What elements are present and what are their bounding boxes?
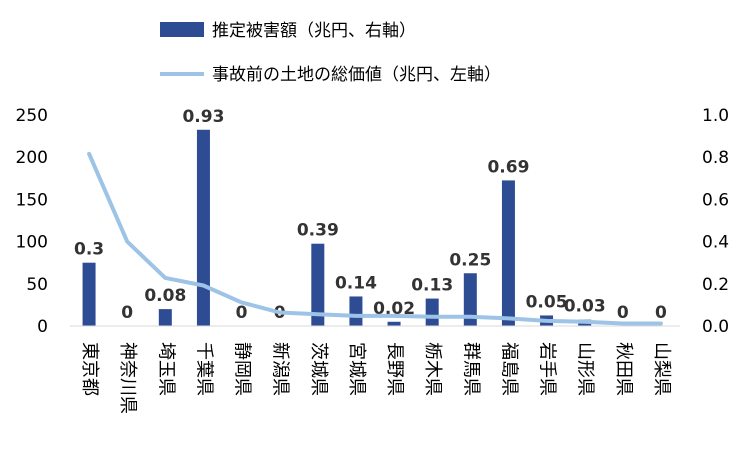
y-axis-right: 0.0 0.2 0.4 0.6 0.8 1.0 [702, 106, 729, 337]
bar-data-labels: 0.3 0 0.08 0.93 0 0 0.39 0.14 0.02 0.13 0.25 0.69 0.… [74, 107, 667, 323]
bar [425, 298, 439, 326]
line-series [87, 151, 663, 326]
bar-data-label: 0.03 [564, 297, 606, 317]
x-tick-label: 静岡県 [232, 342, 253, 396]
x-tick-label: 東京都 [79, 342, 100, 396]
y-right-tick-label: 0.2 [702, 275, 729, 295]
bar-data-label: 0 [617, 303, 629, 323]
bar-data-label: 0.05 [526, 292, 568, 312]
bar-data-label: 0 [236, 303, 248, 323]
legend-label-bar: 推定被害額（兆円、右軸） [212, 21, 416, 41]
bar-data-label: 0.14 [335, 273, 377, 293]
y-left-tick-label: 0 [37, 317, 48, 337]
line-path [87, 151, 663, 326]
bar [501, 180, 515, 326]
x-tick-label: 群馬県 [460, 342, 481, 396]
x-axis: 東京都 神奈川県 埼玉県 千葉県 静岡県 新潟県 茨城県 宮城県 長野県 栃木県 群馬県 福島県 岩手県… [79, 342, 672, 414]
y-axis-left: 0 50 100 150 200 250 [16, 106, 48, 337]
y-left-tick-label: 150 [16, 190, 48, 210]
bar-data-label: 0.08 [144, 286, 186, 306]
x-tick-label: 茨城県 [308, 342, 329, 396]
x-tick-label: 岩手県 [537, 342, 558, 396]
bar [82, 262, 96, 326]
bar-data-label: 0.69 [487, 157, 529, 177]
bar-data-label: 0.25 [449, 250, 491, 270]
bar [311, 243, 325, 326]
bar-data-label: 0.93 [182, 107, 224, 127]
y-right-tick-label: 0.8 [702, 148, 729, 168]
x-tick-label: 秋田県 [613, 342, 634, 396]
bar [158, 309, 172, 326]
bar-data-label: 0.02 [373, 299, 415, 319]
x-tick-label: 長野県 [384, 342, 405, 396]
x-tick-label: 新潟県 [270, 342, 291, 396]
x-tick-label: 栃木県 [422, 342, 443, 396]
x-tick-label: 神奈川県 [117, 342, 138, 414]
bar [463, 273, 477, 326]
bar-data-label: 0.39 [297, 221, 339, 241]
y-left-tick-label: 50 [26, 275, 48, 295]
legend-label-line: 事故前の土地の総価値（兆円、左軸） [212, 65, 501, 85]
y-right-tick-label: 0.0 [702, 317, 729, 337]
y-left-tick-label: 200 [16, 148, 48, 168]
x-tick-label: 山梨県 [651, 342, 672, 396]
y-left-tick-label: 100 [16, 233, 48, 253]
x-tick-label: 山形県 [575, 342, 596, 396]
bar [349, 296, 363, 326]
bar-data-label: 0 [655, 303, 667, 323]
bar [196, 129, 210, 326]
bar-data-label: 0.13 [411, 276, 453, 296]
x-tick-label: 埼玉県 [155, 342, 176, 396]
y-right-tick-label: 1.0 [702, 106, 729, 126]
legend: 推定被害額（兆円、右軸） 事故前の土地の総価値（兆円、左軸） [160, 21, 501, 85]
bar [387, 321, 401, 326]
bar-data-label: 0 [121, 303, 133, 323]
x-tick-label: 宮城県 [346, 342, 367, 396]
bar-data-label: 0.3 [74, 240, 104, 260]
y-right-tick-label: 0.4 [702, 233, 729, 253]
bar-series [82, 129, 592, 326]
x-tick-label: 福島県 [498, 342, 519, 396]
legend-swatch-bar [160, 22, 204, 37]
y-right-tick-label: 0.6 [702, 190, 729, 210]
y-left-tick-label: 250 [16, 106, 48, 126]
x-tick-label: 千葉県 [193, 342, 214, 396]
